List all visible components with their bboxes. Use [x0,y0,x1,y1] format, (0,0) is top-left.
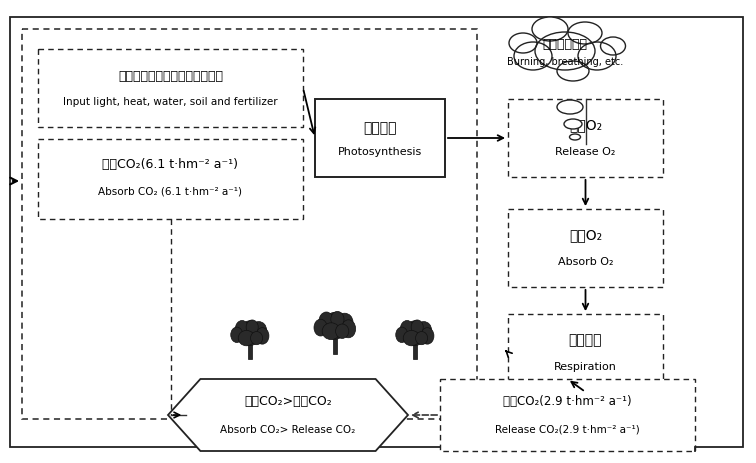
Text: 光合作用: 光合作用 [363,121,397,135]
Text: 吸收CO₂(6.1 t·hm⁻² a⁻¹): 吸收CO₂(6.1 t·hm⁻² a⁻¹) [103,158,238,171]
Ellipse shape [564,120,582,130]
Ellipse shape [395,327,407,343]
Ellipse shape [235,321,249,338]
Ellipse shape [238,331,255,346]
Ellipse shape [404,321,426,346]
Ellipse shape [319,313,334,332]
Text: Release O₂: Release O₂ [556,147,615,156]
Bar [315,100,445,178]
Bar [508,314,663,392]
Ellipse shape [341,320,355,338]
Ellipse shape [514,43,552,71]
Ellipse shape [600,38,625,56]
Ellipse shape [569,135,581,141]
Ellipse shape [532,18,568,42]
Ellipse shape [324,313,346,339]
Bar [248,344,253,359]
Ellipse shape [557,62,589,82]
Ellipse shape [509,34,537,54]
Ellipse shape [246,320,259,335]
Bar [413,344,417,359]
Ellipse shape [331,312,344,327]
Ellipse shape [416,322,432,338]
Text: Release CO₂(2.9 t·hm⁻² a⁻¹): Release CO₂(2.9 t·hm⁻² a⁻¹) [495,424,640,434]
Text: 呼吸作用: 呼吸作用 [569,332,603,346]
Ellipse shape [336,313,353,332]
Bar [22,30,477,419]
Ellipse shape [568,23,602,45]
Ellipse shape [403,331,420,346]
Ellipse shape [535,33,595,71]
Ellipse shape [251,322,267,338]
Text: Absorb O₂: Absorb O₂ [558,257,613,266]
Ellipse shape [421,328,434,344]
Ellipse shape [557,101,583,115]
Ellipse shape [240,321,261,346]
Text: Photosynthesis: Photosynthesis [338,147,422,156]
Text: 吸收CO₂>释放CO₂: 吸收CO₂>释放CO₂ [244,394,332,407]
Text: Respiration: Respiration [554,361,617,371]
Text: 输入光、热、水、土、肥等物质: 输入光、热、水、土、肥等物质 [118,69,223,82]
Ellipse shape [250,332,262,345]
Text: Input light, heat, water, soil and fertilizer: Input light, heat, water, soil and ferti… [64,97,277,107]
Ellipse shape [336,324,349,338]
Ellipse shape [322,323,340,340]
Bar [38,140,303,219]
Ellipse shape [256,328,269,344]
Text: Burning, breathing, etc.: Burning, breathing, etc. [507,57,623,67]
Bar [508,100,663,178]
Ellipse shape [400,321,414,338]
Bar [508,210,663,288]
Ellipse shape [231,327,243,343]
Bar [333,338,337,354]
Ellipse shape [314,319,327,336]
Ellipse shape [411,320,423,335]
Polygon shape [168,379,408,451]
Text: 吸收O₂: 吸收O₂ [569,227,602,242]
Text: Absorb CO₂> Release CO₂: Absorb CO₂> Release CO₂ [221,424,355,434]
Text: 释放O₂: 释放O₂ [569,118,602,131]
Text: Absorb CO₂ (6.1 t·hm⁻² a⁻¹): Absorb CO₂ (6.1 t·hm⁻² a⁻¹) [98,187,243,197]
Bar [440,379,695,451]
Text: 燃烧、呼吸等: 燃烧、呼吸等 [543,38,587,50]
Ellipse shape [416,332,428,345]
Ellipse shape [578,43,616,71]
Bar [38,50,303,128]
Text: 释放CO₂(2.9 t·hm⁻² a⁻¹): 释放CO₂(2.9 t·hm⁻² a⁻¹) [503,394,632,407]
